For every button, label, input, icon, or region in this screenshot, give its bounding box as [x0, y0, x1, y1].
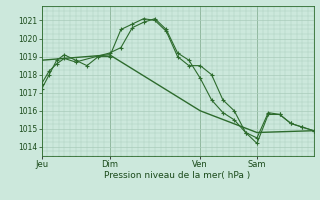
X-axis label: Pression niveau de la mer( hPa ): Pression niveau de la mer( hPa ) [104, 171, 251, 180]
